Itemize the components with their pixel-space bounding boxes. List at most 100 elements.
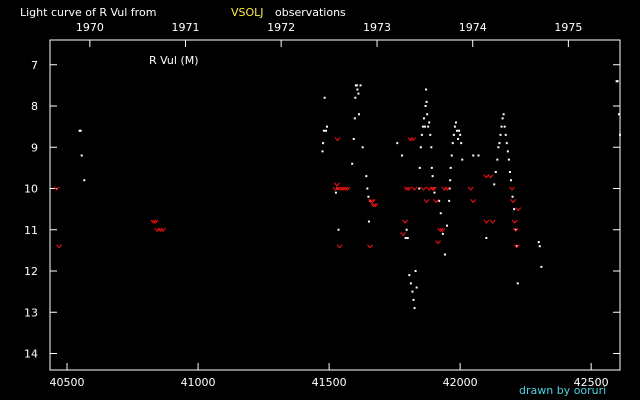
- observation-point: [418, 187, 421, 190]
- observation-point: [78, 129, 81, 132]
- x-tick-label: 40500: [50, 376, 85, 389]
- star-label: R Vul (M): [149, 54, 199, 67]
- y-tick-label: 7: [31, 59, 38, 72]
- observation-point: [537, 241, 540, 244]
- observation-point: [459, 133, 462, 136]
- observation-point: [361, 146, 364, 149]
- y-tick-label: 10: [24, 183, 38, 196]
- fainter-than-mark: [400, 231, 406, 237]
- observation-point: [515, 245, 518, 248]
- year-tick-label: 1973: [363, 21, 391, 34]
- observation-point: [461, 158, 464, 161]
- x-tick-label: 42000: [443, 376, 478, 389]
- observation-point: [359, 84, 362, 87]
- observation-point: [453, 125, 456, 128]
- observation-point: [504, 133, 507, 136]
- y-tick-label: 11: [24, 224, 38, 237]
- fainter-than-mark: [334, 182, 340, 187]
- observation-point: [615, 80, 618, 83]
- fainter-than-mark: [420, 186, 427, 191]
- observation-point: [538, 245, 541, 248]
- observation-point: [322, 142, 325, 145]
- observation-point: [367, 220, 370, 223]
- observation-point: [431, 175, 434, 178]
- fainter-than-mark: [342, 186, 349, 191]
- year-tick-label: 1972: [267, 21, 295, 34]
- observation-point: [321, 150, 324, 153]
- observation-point: [424, 125, 427, 128]
- observation-point: [354, 84, 357, 87]
- observation-point: [357, 113, 360, 116]
- observation-point: [514, 228, 517, 231]
- fainter-than-mark: [470, 198, 477, 204]
- chart-title-part-2: observations: [275, 6, 346, 19]
- observation-point: [406, 237, 409, 239]
- observation-point: [404, 237, 407, 239]
- observation-point: [451, 142, 454, 145]
- observation-point: [503, 125, 506, 128]
- observation-point: [400, 154, 403, 157]
- x-tick-label: 41500: [312, 376, 347, 389]
- fainter-than-mark: [159, 227, 166, 233]
- observation-point: [428, 121, 431, 124]
- fainter-than-mark: [444, 186, 450, 191]
- fainter-than-mark: [515, 207, 522, 212]
- observation-point: [438, 199, 441, 202]
- observation-point: [357, 92, 360, 95]
- observation-point: [351, 162, 354, 165]
- observation-point: [424, 105, 427, 107]
- observation-point: [505, 142, 508, 145]
- fainter-than-mark: [467, 186, 474, 191]
- fainter-than-mark: [340, 186, 347, 191]
- observation-point: [472, 154, 475, 157]
- fainter-than-mark: [56, 244, 63, 249]
- observation-point: [366, 187, 369, 190]
- y-tick-label: 13: [24, 306, 38, 319]
- axis-group: 40500 41000 41500 42000 42500 1970 1971 1972 197…: [24, 21, 620, 389]
- y-tick-label: 8: [31, 100, 38, 113]
- y-tick-label: 14: [24, 348, 38, 361]
- observation-point: [334, 191, 337, 194]
- fainter-than-mark: [483, 174, 490, 179]
- observation-point: [500, 125, 503, 128]
- fainter-than-mark: [411, 186, 418, 191]
- fainter-than-mark: [509, 186, 515, 191]
- observation-point: [441, 232, 444, 235]
- observation-point: [498, 142, 501, 145]
- observation-point: [452, 133, 455, 136]
- observation-point: [540, 265, 543, 268]
- fainter-than-mark: [53, 186, 60, 191]
- observation-point: [415, 286, 418, 289]
- observation-point: [83, 179, 86, 182]
- observation-point: [513, 208, 516, 211]
- observation-point: [427, 125, 430, 128]
- observation-point: [485, 237, 488, 239]
- year-tick-label: 1970: [76, 21, 104, 34]
- observation-point: [450, 154, 453, 157]
- observation-point: [494, 171, 497, 173]
- observation-point: [430, 146, 433, 149]
- observation-point: [497, 146, 500, 149]
- observation-point: [355, 84, 358, 87]
- observation-point: [448, 199, 451, 202]
- observation-point: [460, 142, 463, 145]
- observation-point: [426, 113, 429, 116]
- fainter-than-mark: [437, 227, 444, 233]
- fainter-than-mark: [370, 203, 377, 208]
- observation-point: [429, 133, 432, 136]
- observation-point: [507, 158, 510, 161]
- fainter-than-mark: [513, 244, 520, 249]
- observation-point: [449, 179, 452, 182]
- observation-point: [420, 133, 423, 136]
- fainter-than-mark: [483, 219, 490, 224]
- fainter-than-mark: [152, 219, 159, 224]
- fainter-than-mark: [403, 186, 410, 191]
- observation-point: [508, 171, 511, 173]
- fainter-than-mark: [511, 219, 518, 224]
- observation-point: [422, 117, 425, 120]
- observation-point: [454, 121, 457, 124]
- observation-point: [443, 253, 446, 256]
- observation-point: [458, 129, 461, 132]
